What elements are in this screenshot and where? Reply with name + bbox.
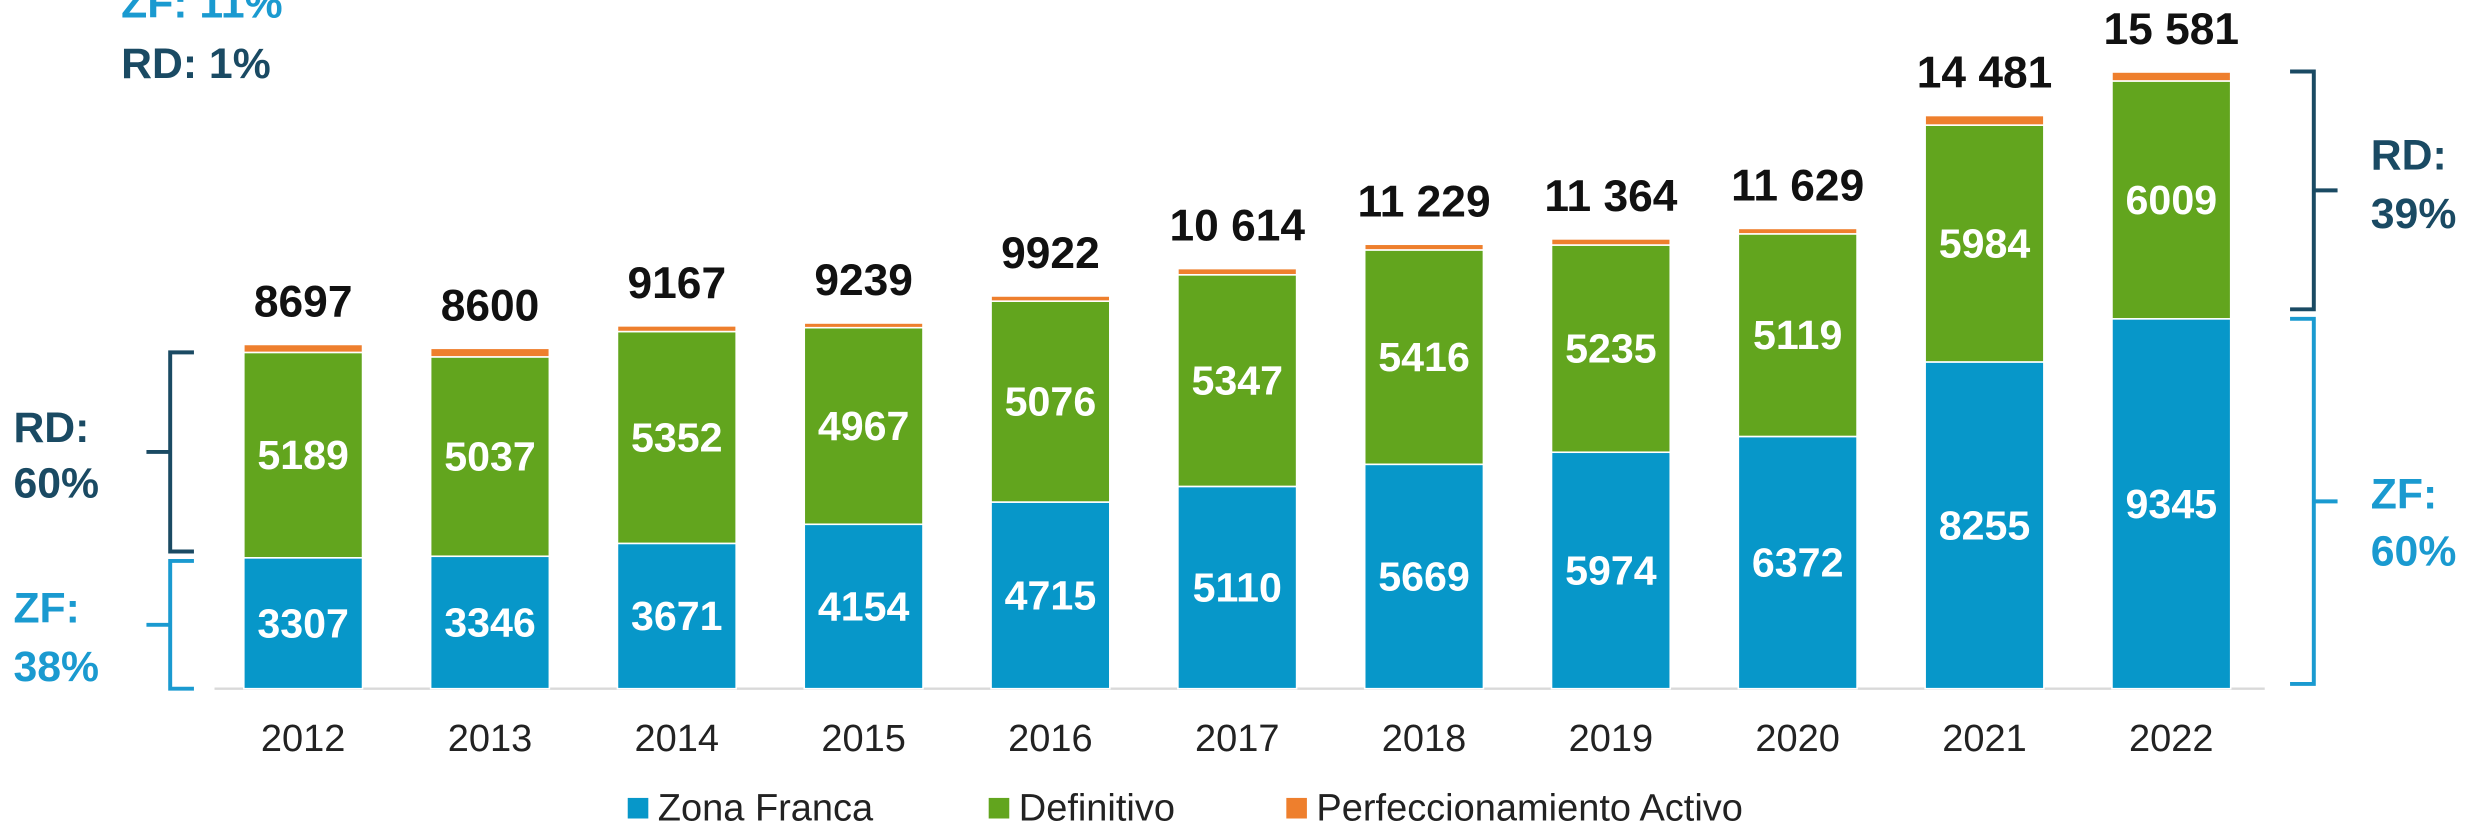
segment-label: 5984 <box>1939 221 2031 267</box>
segment-label: 9345 <box>2126 481 2218 527</box>
x-tick-label: 2014 <box>635 718 720 760</box>
bar-segment <box>429 347 551 358</box>
segment-label: 4715 <box>1005 572 1097 618</box>
bar-segment <box>429 356 551 558</box>
legend-swatch <box>988 797 1010 819</box>
segment-label: 5189 <box>257 432 349 478</box>
bracket <box>2290 69 2338 312</box>
annotation: ZF: <box>2371 470 2437 518</box>
bar-segment <box>616 542 737 690</box>
bar-segment <box>2111 80 2232 320</box>
segment-label: 5037 <box>444 434 536 480</box>
bar-segment <box>1737 435 1858 690</box>
x-tick-label: 2020 <box>1755 718 1840 760</box>
segment-label: 5347 <box>1191 358 1283 404</box>
legend-label: Zona Franca <box>658 788 874 828</box>
segment-label: 5076 <box>1005 379 1097 425</box>
bar-segment <box>1363 463 1485 690</box>
total-label: 11 364 <box>1544 172 1677 221</box>
segment-label: 6009 <box>2126 177 2218 223</box>
bar-segment <box>616 325 737 333</box>
bar-segment <box>803 523 924 690</box>
bar-segment <box>803 326 924 526</box>
segment-label: 3671 <box>631 593 723 639</box>
segment-label: 5974 <box>1565 547 1657 593</box>
bar-segment <box>243 557 364 690</box>
annotation: 60% <box>2371 527 2457 575</box>
legend-swatch <box>627 797 649 819</box>
bracket <box>2290 316 2338 686</box>
bracket <box>146 350 194 554</box>
segment-label: 6372 <box>1752 540 1844 586</box>
x-tick-label: 2017 <box>1195 718 1280 760</box>
bar-segment <box>243 343 364 354</box>
total-label: 9239 <box>814 256 913 305</box>
total-label: 11 629 <box>1731 162 1864 211</box>
bar-segment <box>1550 244 1672 454</box>
x-tick-label: 2012 <box>261 718 346 760</box>
legend-swatch <box>1286 797 1307 819</box>
annotation: RD: 1% <box>121 40 271 88</box>
bar-segment <box>1737 227 1858 235</box>
total-label: 15 581 <box>2104 5 2240 54</box>
annotation: 38% <box>13 643 99 691</box>
x-tick-label: 2019 <box>1569 718 1654 760</box>
x-tick-label: 2022 <box>2129 718 2214 760</box>
bar-segment <box>1177 274 1298 488</box>
annotation: RD: <box>2371 132 2447 180</box>
total-label: 14 481 <box>1917 49 2053 98</box>
segment-label: 3307 <box>257 600 349 646</box>
bar-segment <box>1924 361 2045 690</box>
bar-segment <box>1550 238 1672 246</box>
x-tick-label: 2016 <box>1008 718 1093 760</box>
bar-segment <box>1737 233 1858 438</box>
bar-segment <box>803 322 924 329</box>
segment-label: 5352 <box>631 415 723 461</box>
bar-segment <box>990 501 1111 690</box>
segment-label: 4154 <box>818 584 910 630</box>
annotation: ZF: 11% <box>121 0 283 28</box>
bar-segment <box>1363 243 1485 251</box>
segment-label: 3346 <box>444 600 536 646</box>
total-label: 9922 <box>1001 229 1100 278</box>
bracket <box>146 558 194 691</box>
segment-label: 4967 <box>818 403 910 449</box>
annotation: ZF: <box>13 584 79 632</box>
bar-segment <box>1177 485 1298 690</box>
annotation: 60% <box>13 459 99 507</box>
x-tick-label: 2021 <box>1942 718 2027 760</box>
x-tick-label: 2013 <box>448 718 533 760</box>
bar-segment <box>1177 267 1298 276</box>
bar-segment <box>1363 249 1485 466</box>
legend-label: Perfeccionamiento Activo <box>1316 788 1743 828</box>
segment-label: 5416 <box>1378 334 1470 380</box>
legend-label: Definitivo <box>1019 788 1175 828</box>
segment-label: 8255 <box>1939 502 2031 548</box>
total-label: 10 614 <box>1169 202 1305 251</box>
bar-segment <box>990 295 1111 302</box>
bar-segment <box>243 351 364 559</box>
segment-label: 5110 <box>1193 565 1282 611</box>
segment-label: 5119 <box>1753 312 1842 358</box>
total-label: 8697 <box>254 278 353 327</box>
bar-segment <box>1924 124 2045 363</box>
x-tick-label: 2015 <box>821 718 906 760</box>
bar-segment <box>1924 114 2045 126</box>
segment-label: 5669 <box>1378 554 1470 600</box>
bar-segment <box>990 300 1111 503</box>
x-tick-label: 2018 <box>1382 718 1467 760</box>
bar-segment <box>2111 71 2232 82</box>
bar-segment <box>1550 451 1672 690</box>
total-label: 8600 <box>441 281 540 330</box>
annotation: RD: <box>13 404 89 452</box>
total-label: 9167 <box>628 259 727 308</box>
annotation: 39% <box>2371 190 2457 238</box>
bar-segment <box>616 330 737 545</box>
bar-segment <box>2111 318 2232 690</box>
segment-label: 5235 <box>1565 326 1657 372</box>
total-label: 11 229 <box>1358 177 1491 226</box>
